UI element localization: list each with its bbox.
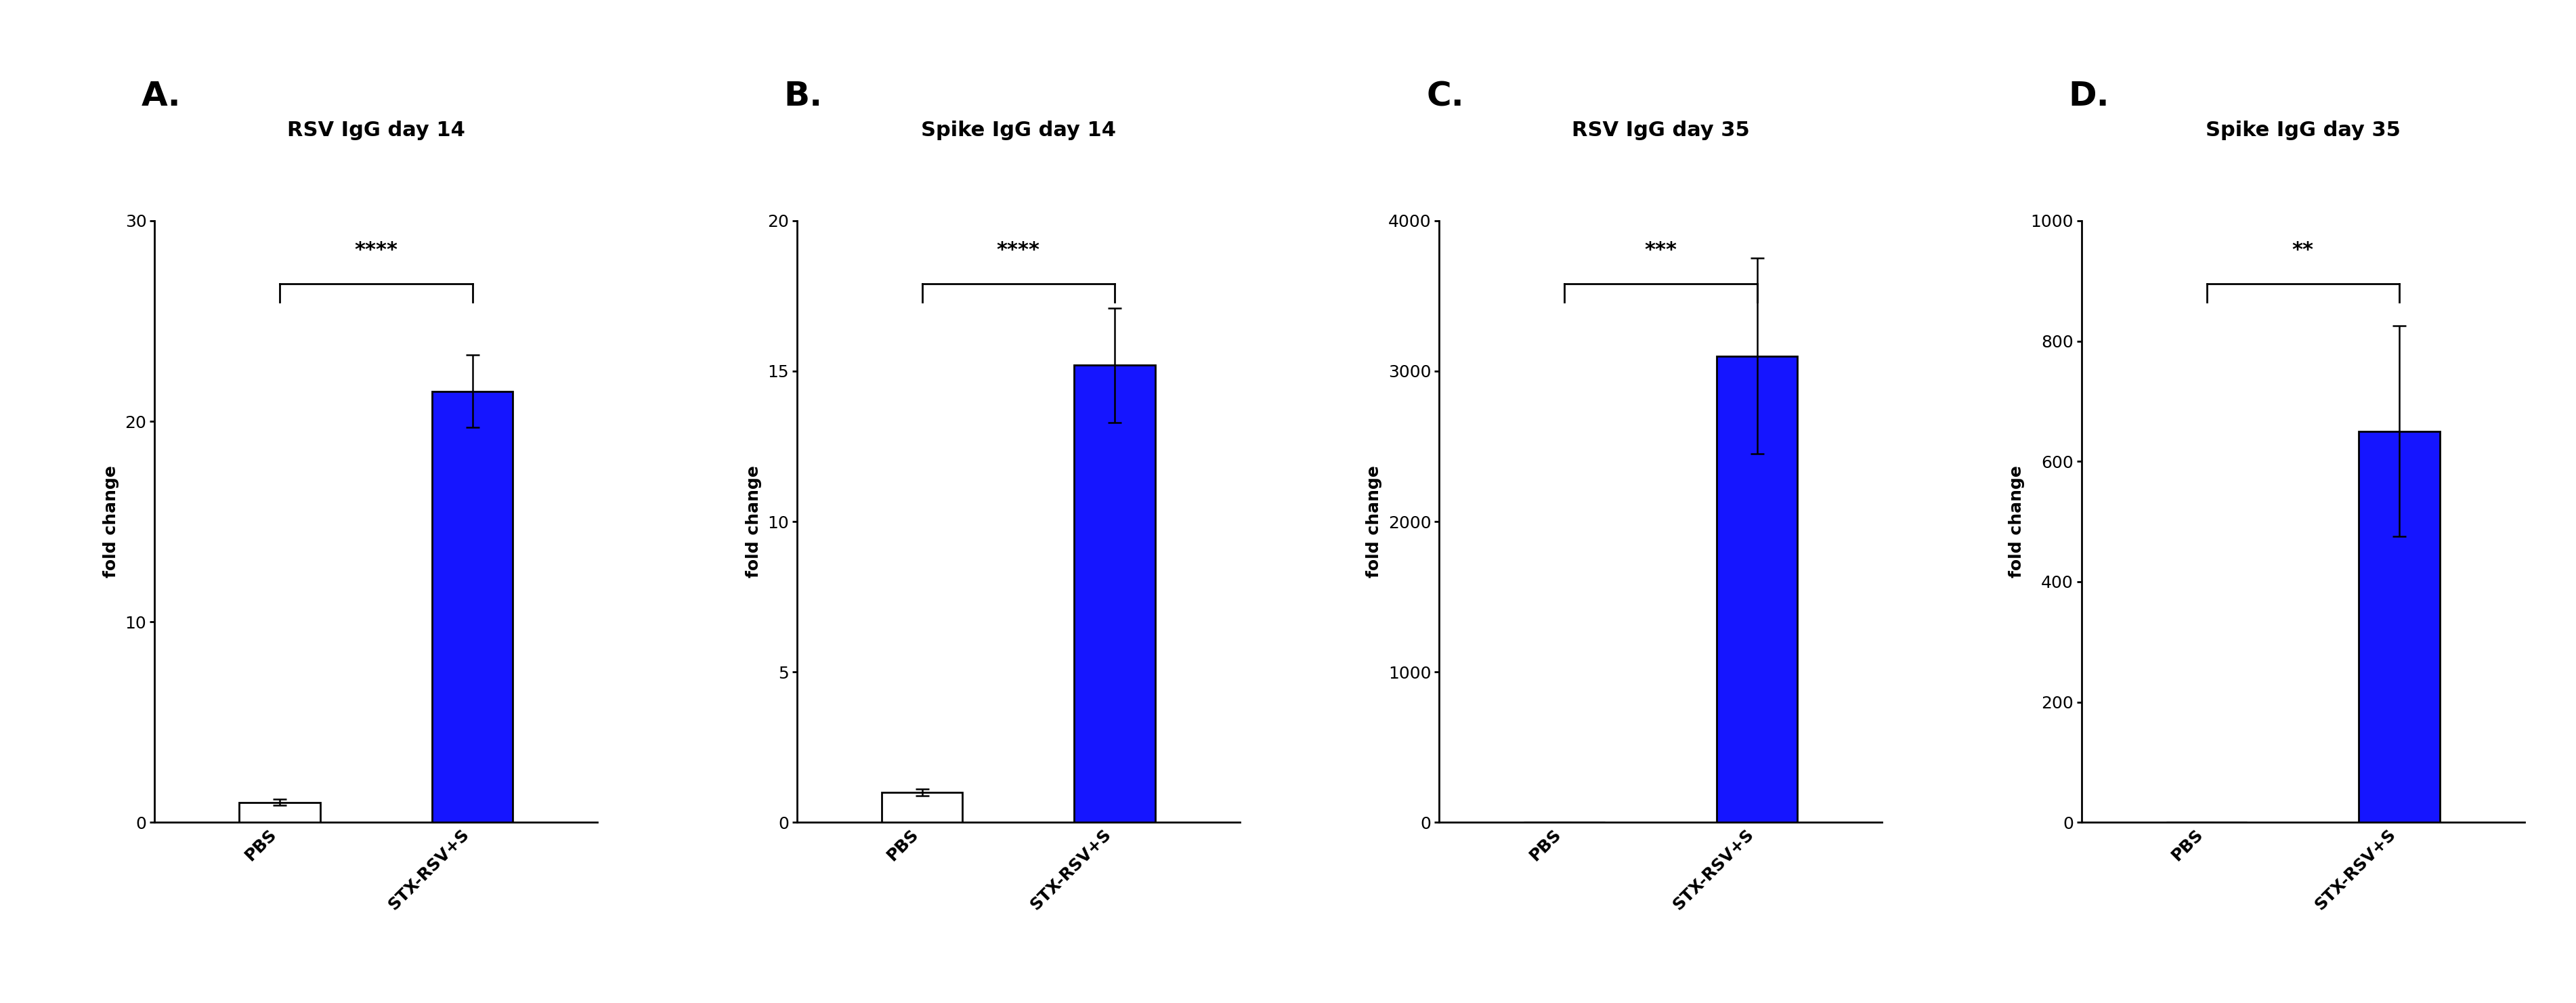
Y-axis label: fold change: fold change bbox=[103, 465, 118, 578]
Bar bbox=[881, 792, 963, 822]
Text: RSV IgG day 35: RSV IgG day 35 bbox=[1571, 120, 1749, 140]
Text: ****: **** bbox=[355, 240, 397, 260]
Bar bbox=[2360, 431, 2439, 822]
Text: ***: *** bbox=[1643, 240, 1677, 260]
Bar bbox=[240, 802, 319, 822]
Y-axis label: fold change: fold change bbox=[2009, 465, 2025, 578]
Bar bbox=[1074, 365, 1154, 822]
Text: Spike IgG day 14: Spike IgG day 14 bbox=[920, 120, 1115, 140]
Text: D.: D. bbox=[2069, 80, 2110, 112]
Text: **: ** bbox=[2293, 240, 2313, 260]
Bar bbox=[1716, 356, 1798, 822]
Y-axis label: fold change: fold change bbox=[1365, 465, 1383, 578]
Text: RSV IgG day 14: RSV IgG day 14 bbox=[286, 120, 466, 140]
Text: ****: **** bbox=[997, 240, 1041, 260]
Y-axis label: fold change: fold change bbox=[744, 465, 762, 578]
Text: A.: A. bbox=[142, 80, 180, 112]
Text: Spike IgG day 35: Spike IgG day 35 bbox=[2205, 120, 2401, 140]
Text: C.: C. bbox=[1427, 80, 1463, 112]
Bar bbox=[433, 391, 513, 822]
Text: B.: B. bbox=[783, 80, 822, 112]
